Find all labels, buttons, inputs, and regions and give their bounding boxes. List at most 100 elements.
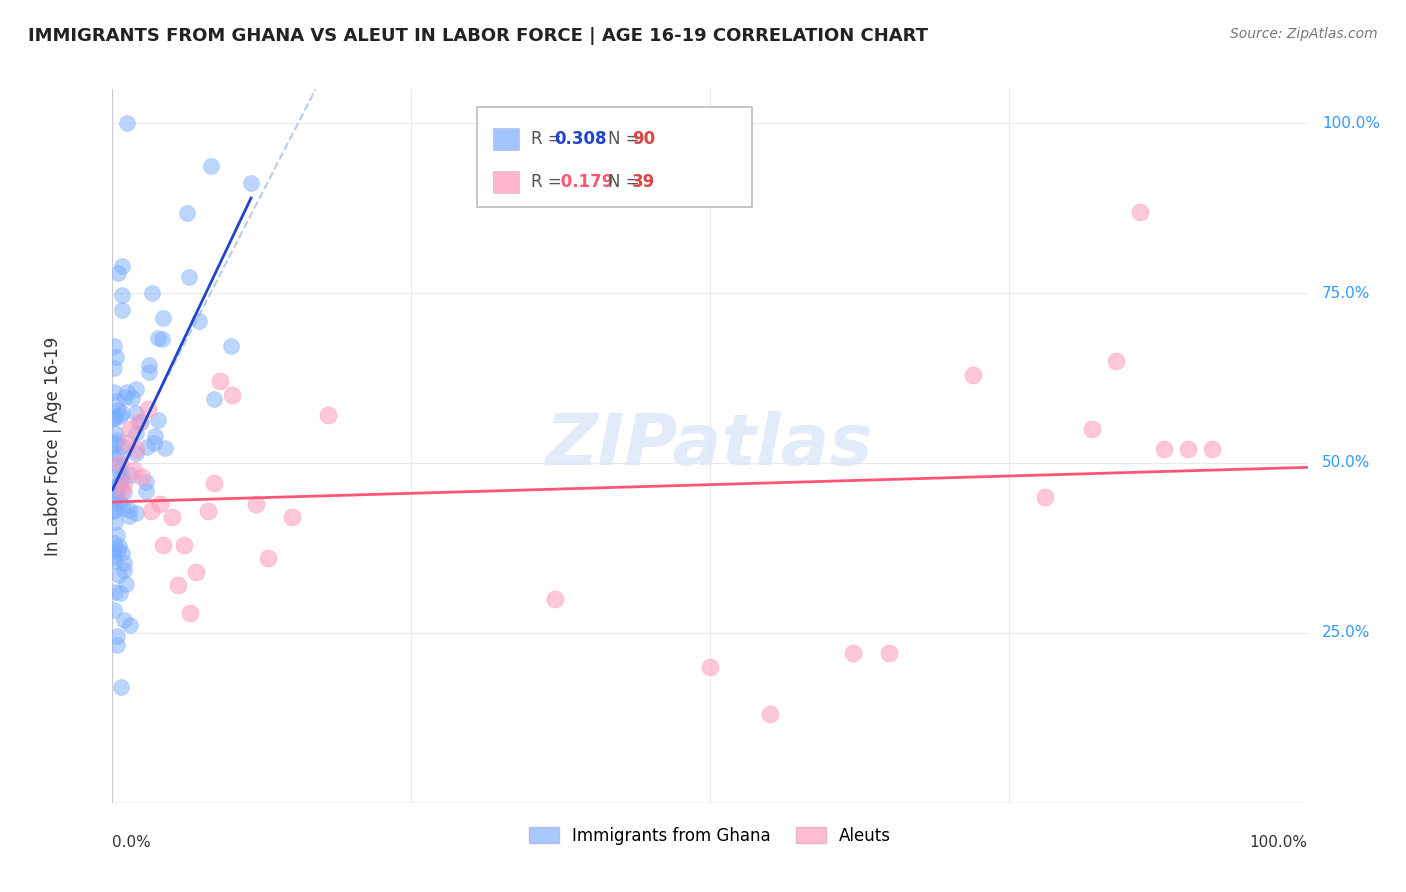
Point — [143, 429, 166, 443]
Point — [1129, 204, 1152, 219]
Point — [221, 388, 243, 402]
Point — [167, 578, 190, 592]
Point — [103, 603, 125, 617]
Point — [122, 463, 145, 477]
Point — [105, 528, 128, 542]
Point — [115, 116, 138, 130]
Text: IMMIGRANTS FROM GHANA VS ALEUT IN LABOR FORCE | AGE 16-19 CORRELATION CHART: IMMIGRANTS FROM GHANA VS ALEUT IN LABOR … — [28, 27, 928, 45]
Point — [103, 503, 125, 517]
Point — [842, 646, 865, 660]
Text: 39: 39 — [633, 173, 655, 191]
Point — [108, 409, 131, 423]
Point — [202, 392, 225, 406]
Text: R =: R = — [531, 130, 567, 148]
Point — [103, 385, 125, 400]
Point — [1105, 354, 1128, 368]
Point — [543, 591, 565, 606]
Point — [103, 411, 125, 425]
Point — [115, 435, 138, 450]
Point — [107, 448, 129, 462]
Point — [112, 613, 135, 627]
Point — [103, 438, 125, 452]
Point — [104, 409, 127, 424]
Point — [107, 266, 129, 280]
Point — [112, 484, 135, 499]
Bar — [492, 171, 519, 193]
Text: 100.0%: 100.0% — [1322, 116, 1379, 131]
Point — [105, 638, 128, 652]
Point — [125, 382, 148, 396]
Point — [112, 563, 135, 577]
Point — [105, 483, 128, 497]
Point — [186, 565, 208, 579]
Point — [103, 360, 125, 375]
Point — [108, 586, 131, 600]
Text: N =: N = — [609, 130, 645, 148]
Point — [153, 442, 176, 456]
Point — [118, 503, 141, 517]
Point — [138, 401, 160, 416]
Point — [1153, 442, 1175, 457]
Point — [125, 406, 148, 420]
Point — [179, 606, 201, 620]
Point — [148, 413, 170, 427]
Point — [150, 332, 173, 346]
Point — [117, 508, 139, 523]
Point — [135, 440, 157, 454]
Point — [111, 500, 134, 515]
Point — [759, 707, 782, 722]
Point — [105, 489, 128, 503]
Point — [104, 351, 127, 365]
Point — [107, 543, 129, 558]
Text: R =: R = — [531, 173, 567, 191]
Point — [176, 206, 198, 220]
Point — [138, 365, 160, 379]
Point — [111, 474, 134, 488]
Point — [152, 537, 174, 551]
Point — [110, 680, 132, 694]
Point — [245, 497, 267, 511]
Point — [173, 537, 195, 551]
Point — [107, 630, 129, 644]
Point — [104, 435, 127, 450]
Point — [125, 445, 148, 459]
Point — [103, 544, 125, 558]
Point — [103, 450, 125, 465]
Point — [104, 585, 127, 599]
Point — [108, 568, 131, 582]
Text: 0.0%: 0.0% — [112, 835, 152, 850]
Point — [699, 660, 721, 674]
Point — [105, 433, 128, 447]
Point — [138, 358, 160, 372]
Point — [149, 497, 172, 511]
Text: 0.179: 0.179 — [554, 173, 613, 191]
Legend: Immigrants from Ghana, Aleuts: Immigrants from Ghana, Aleuts — [522, 821, 898, 852]
Point — [135, 475, 157, 489]
Point — [111, 288, 134, 302]
Point — [108, 456, 131, 470]
Point — [103, 479, 125, 493]
Point — [111, 406, 134, 420]
Text: In Labor Force | Age 16-19: In Labor Force | Age 16-19 — [44, 336, 62, 556]
Point — [1177, 442, 1199, 457]
Point — [104, 496, 127, 510]
Point — [177, 270, 200, 285]
Text: 90: 90 — [633, 130, 655, 148]
Point — [105, 394, 128, 409]
Text: 100.0%: 100.0% — [1250, 835, 1308, 850]
Point — [125, 507, 148, 521]
Point — [146, 331, 169, 345]
Point — [115, 385, 138, 400]
Point — [104, 426, 127, 441]
Point — [131, 469, 153, 483]
Point — [111, 546, 134, 560]
Point — [103, 411, 125, 425]
Point — [114, 476, 135, 491]
Point — [316, 409, 339, 423]
Point — [118, 618, 141, 632]
Point — [125, 442, 148, 457]
Text: 0.308: 0.308 — [554, 130, 607, 148]
Point — [108, 539, 131, 553]
Text: 75.0%: 75.0% — [1322, 285, 1371, 301]
Point — [219, 339, 242, 353]
